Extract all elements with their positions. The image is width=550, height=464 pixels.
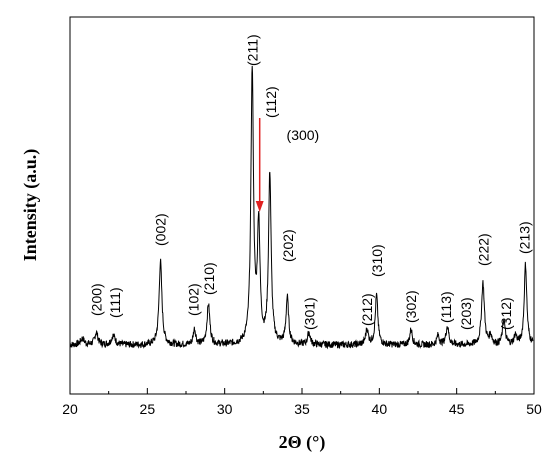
xrd-pattern-line xyxy=(69,65,534,350)
x-tick-label: 30 xyxy=(217,401,233,417)
peak-label: (002) xyxy=(152,213,168,246)
peak-label: (300) xyxy=(287,127,320,143)
peak-label: (301) xyxy=(302,297,318,330)
x-tick-label: 20 xyxy=(62,401,78,417)
x-tick-label: 45 xyxy=(449,401,465,417)
red-arrow-annotation xyxy=(255,118,264,212)
peak-label: (203) xyxy=(458,297,474,330)
peak-label: (213) xyxy=(517,221,533,254)
peak-label: (211) xyxy=(245,34,261,66)
peak-label: (302) xyxy=(403,290,419,323)
peak-label: (102) xyxy=(186,283,202,316)
peak-label: (310) xyxy=(369,244,385,277)
x-axis-ticks: 20 25 30 35 40 45 50 xyxy=(62,388,542,417)
x-axis-title: 2Θ (°) xyxy=(279,432,326,453)
peak-label: (210) xyxy=(201,262,217,295)
peak-label: (212) xyxy=(359,293,375,326)
arrow-head xyxy=(255,201,264,212)
x-tick-label: 25 xyxy=(140,401,156,417)
peak-label: (112) xyxy=(263,86,279,118)
peak-label: (111) xyxy=(107,287,123,318)
peak-label: (222) xyxy=(476,233,492,266)
plot-frame xyxy=(69,16,535,395)
peak-label: (113) xyxy=(438,291,454,323)
peak-label: (200) xyxy=(88,283,104,316)
peak-label: (312) xyxy=(498,297,514,330)
peak-labels: (200) (111) (002) (102)(210) (211) (112) (300)… xyxy=(88,34,532,330)
y-axis-title: Intensity (a.u.) xyxy=(20,149,41,262)
x-tick-label: 50 xyxy=(526,401,542,417)
x-tick-label: 40 xyxy=(372,401,388,417)
x-tick-label: 35 xyxy=(294,401,310,417)
peak-label: (202) xyxy=(280,229,296,262)
